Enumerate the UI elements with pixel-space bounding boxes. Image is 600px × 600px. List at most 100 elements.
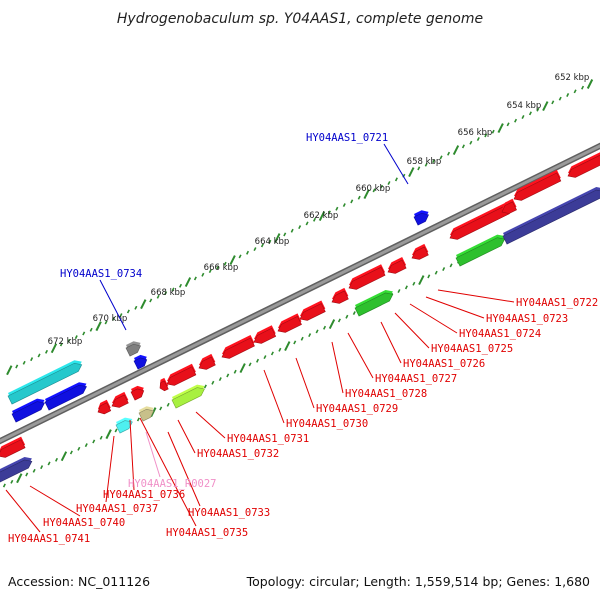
label-leader-line [105, 435, 115, 503]
gene-0724 [348, 264, 386, 290]
outer-scale-tick [104, 320, 108, 325]
label-leader-line [409, 303, 458, 334]
gene-label[interactable]: HY04AAS1_0728 [345, 388, 427, 400]
outer-scale-tick [372, 188, 376, 193]
gene-label[interactable]: HY04AAS1_0729 [316, 403, 398, 415]
label-leader-line [383, 143, 409, 185]
inner-scale-tick [284, 341, 291, 352]
gene-0726 [299, 300, 326, 321]
gene-label[interactable]: HY04AAS1_0734 [60, 268, 142, 280]
gene-label[interactable]: HY04AAS1_0733 [188, 507, 270, 519]
gene-label[interactable]: HY04AAS1_0722 [516, 297, 598, 309]
label-leader-line [5, 489, 41, 533]
inner-scale-tick [114, 428, 118, 433]
outer-scale-tick [149, 298, 153, 303]
inner-scale-tick [92, 439, 96, 444]
outer-scale-tick [59, 342, 63, 347]
gene-label[interactable]: HY04AAS1_0735 [166, 527, 248, 539]
outer-scale-tick [586, 79, 594, 89]
outer-scale-tick [37, 353, 41, 358]
outer-scale-tick [506, 122, 510, 127]
outer-scale-tick [6, 365, 13, 376]
inner-scale-tick [2, 483, 6, 488]
outer-scale-tick [558, 96, 562, 101]
outer-scale-tick [201, 272, 205, 277]
label-leader-line [380, 321, 402, 364]
inner-scale-tick [84, 443, 88, 448]
outer-scale-tick [432, 159, 436, 163]
inner-scale-tick [99, 435, 103, 440]
genome-backbone [0, 142, 600, 445]
gene-label[interactable]: HY04AAS1_0724 [459, 328, 541, 340]
outer-scale-tick [283, 232, 287, 237]
outer-scale-tick [274, 233, 281, 244]
outer-scale-tick [15, 364, 19, 369]
gene-0734 [133, 354, 148, 370]
gene-label[interactable]: HY04AAS1_0736 [103, 489, 185, 501]
inner-scale-tick [47, 461, 51, 466]
gene-label[interactable]: HY04AAS1_0725 [431, 343, 513, 355]
inner-scale-tick [345, 314, 349, 319]
inner-scale-tick [278, 347, 282, 352]
gene-0722 [411, 243, 429, 260]
map-title: Hydrogenobaculum sp. Y04AAS1, complete g… [117, 11, 483, 27]
scale-tick-label: 656 kbp [458, 128, 493, 138]
gene-label[interactable]: HY04AAS1_0721 [306, 132, 388, 144]
gene-0735 [125, 341, 141, 357]
inner-scale-tick [418, 275, 425, 285]
inner-scale-tick [442, 267, 446, 271]
gene-label[interactable]: HY04AAS1_0730 [286, 418, 368, 430]
gene-0730 [198, 353, 216, 370]
outer-scale-tick [327, 210, 331, 215]
gene-label[interactable]: HY04AAS1_0741 [8, 533, 90, 545]
outer-scale-tick [67, 338, 71, 343]
gene-label[interactable]: HY04AAS1_0726 [403, 358, 485, 370]
inner-scale-tick [404, 285, 408, 290]
label-leader-line [167, 431, 201, 507]
outer-scale-tick [74, 335, 78, 340]
gene-features [0, 152, 600, 483]
gene-0742 [354, 289, 394, 317]
outer-scale-tick [536, 107, 540, 112]
gene-label[interactable]: HY04AAS1_0731 [227, 433, 309, 445]
outer-scale-tick [318, 211, 326, 222]
outer-scale-tick [82, 331, 86, 336]
outer-scale-tick [171, 287, 175, 292]
outer-scale-tick [111, 316, 116, 321]
outer-scale-tick [50, 343, 58, 354]
gene-0746 [0, 456, 33, 483]
gene-label[interactable]: HY04AAS1_0740 [43, 517, 125, 529]
gene-label[interactable]: HY04AAS1_0727 [375, 373, 457, 385]
scale-tick-label: 658 kbp [407, 157, 442, 167]
gene-0718 [513, 169, 562, 201]
inner-scale-tick [218, 377, 222, 382]
gene-label[interactable]: HY04AAS1_R0027 [128, 478, 217, 490]
inner-scale-tick [248, 362, 252, 367]
outer-scale-tick [497, 123, 504, 133]
gene-0717 [567, 152, 600, 178]
label-leader-lines [5, 143, 515, 533]
gene-0720 [449, 202, 510, 240]
gene-label[interactable]: HY04AAS1_0732 [197, 448, 279, 460]
inner-scale-tick [16, 473, 23, 484]
scale-tick-label: 672 kbp [48, 337, 83, 347]
outer-scale-tick [342, 203, 346, 208]
scale-tick-label: 666 kbp [204, 263, 239, 273]
label-leader-line [295, 357, 315, 409]
outer-scale-tick [408, 167, 415, 177]
inner-scale-tick [159, 406, 163, 411]
inner-scale-tick [60, 451, 68, 462]
gene-label[interactable]: HY04AAS1_0737 [76, 503, 158, 515]
outer-scale-tick [290, 228, 294, 233]
outer-scale-tick [179, 283, 183, 288]
inner-scale-tick [434, 270, 438, 275]
label-leader-line [145, 431, 161, 478]
gene-labels: HY04AAS1_0721 HY04AAS1_0734 HY04AAS1_0722 H… [8, 132, 598, 545]
gene-label[interactable]: HY04AAS1_0723 [486, 313, 568, 325]
label-leader-line [195, 411, 226, 439]
outer-scale-tick [566, 93, 570, 97]
label-leader-line [437, 289, 515, 303]
inner-scale-tick [427, 274, 431, 279]
label-leader-line [331, 341, 344, 394]
gene-0736 [111, 391, 129, 408]
